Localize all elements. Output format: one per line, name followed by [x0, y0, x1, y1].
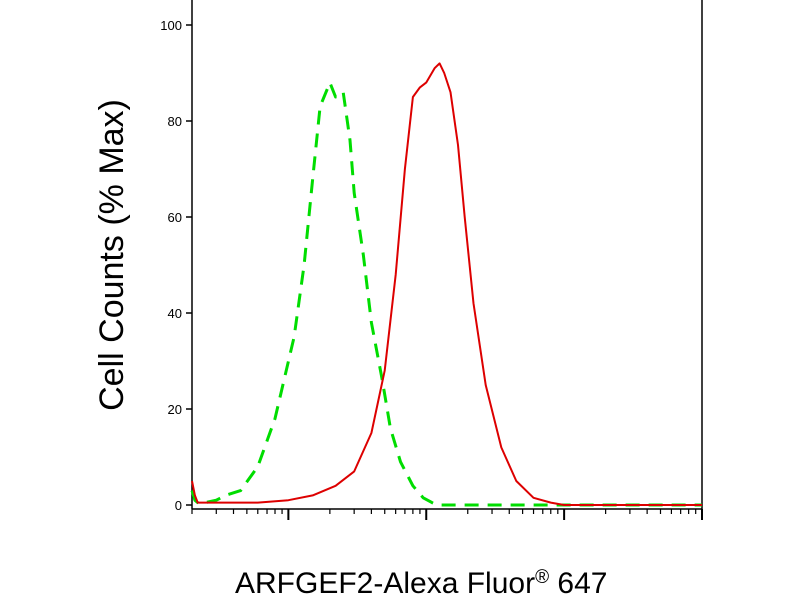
- x-axis-title-main: ARFGEF2-Alexa Fluor: [235, 567, 535, 600]
- y-axis-title: Cell Counts (% Max): [93, 99, 131, 411]
- y-tick-label: 20: [168, 402, 182, 417]
- y-tick-label: 60: [168, 210, 182, 225]
- y-tick-label: 40: [168, 306, 182, 321]
- registered-mark: ®: [535, 567, 549, 588]
- series-layer: [190, 62, 702, 507]
- y-tick-label: 80: [168, 114, 182, 129]
- y-tick-label: 100: [160, 18, 182, 33]
- y-tick-label: 0: [175, 498, 182, 513]
- control-histogram-line: [190, 81, 702, 507]
- x-ticks: [191, 509, 703, 520]
- x-axis-title-suffix: 647: [549, 567, 607, 600]
- x-axis-title: ARFGEF2-Alexa Fluor® 647: [235, 567, 607, 600]
- y-ticks: 0 20 40 60 80 100: [160, 18, 192, 513]
- plot-frame: [191, 0, 703, 510]
- stained-histogram-line: [191, 62, 702, 506]
